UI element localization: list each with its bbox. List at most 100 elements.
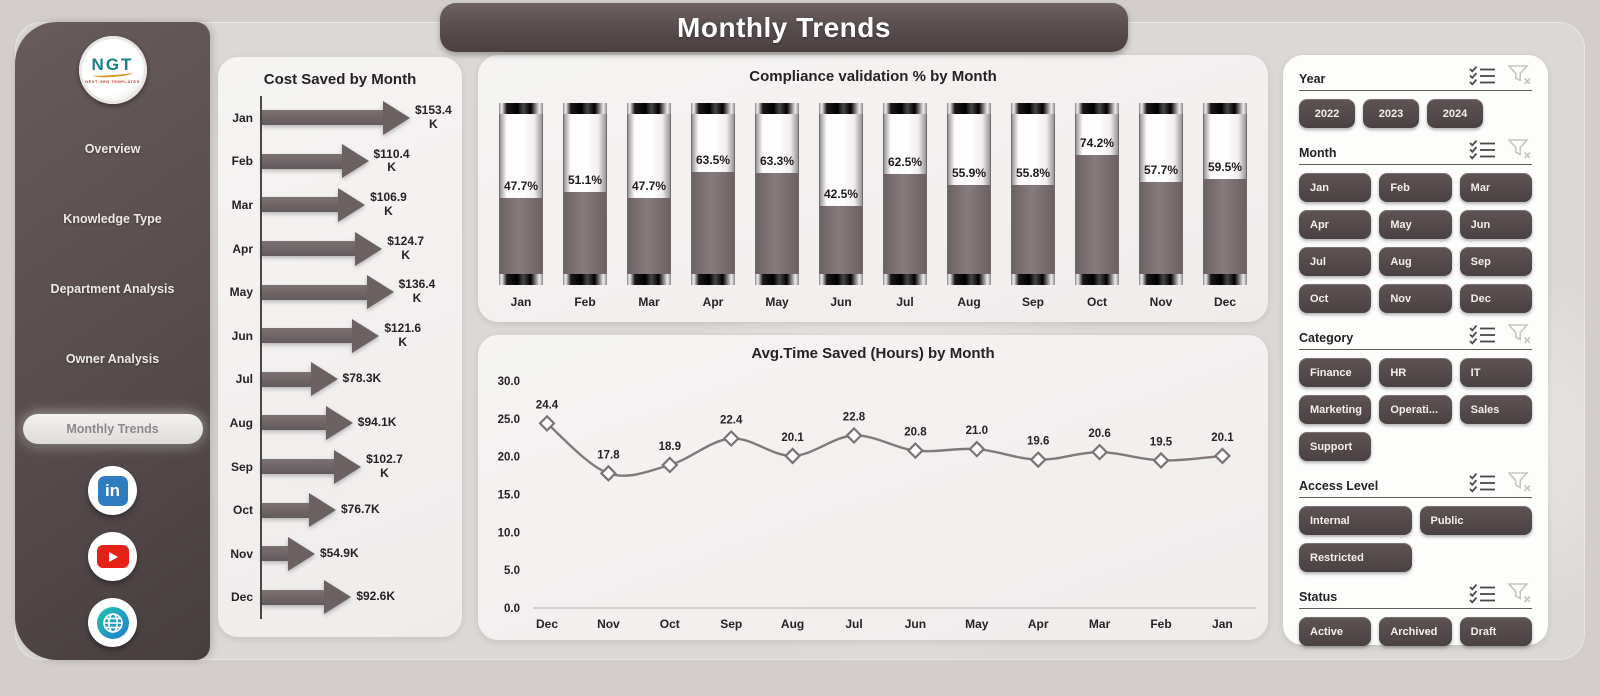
- clear-filter-icon[interactable]: [1508, 583, 1532, 604]
- cylinder-body: 51.1%: [563, 114, 607, 274]
- filter-group-header: Year: [1299, 65, 1532, 91]
- sidebar-item-department-analysis[interactable]: Department Analysis: [50, 282, 175, 296]
- filter-option-category-sales[interactable]: Sales: [1459, 395, 1532, 424]
- sidebar-item-knowledge-type[interactable]: Knowledge Type: [63, 212, 162, 226]
- linkedin-button[interactable]: in: [88, 466, 137, 515]
- line-marker-apr: [1029, 451, 1047, 469]
- cylinder-body: 74.2%: [1075, 114, 1119, 274]
- clear-filter-icon[interactable]: [1508, 65, 1532, 86]
- filter-option-month-mar[interactable]: Mar: [1459, 173, 1532, 202]
- compliance-value-label: 55.8%: [1015, 165, 1051, 180]
- cost-row-oct: Oct $76.7K: [218, 488, 462, 532]
- clear-filter-icon[interactable]: [1508, 139, 1532, 160]
- select-all-icon[interactable]: [1469, 472, 1496, 493]
- filter-group-year: Year 2022 2023 2024: [1299, 65, 1532, 128]
- cost-chart-rows: Jan $153.4 K Feb $110.4 K Mar $106.9 K Apr $124…: [218, 96, 462, 620]
- cost-month-label: Dec: [230, 590, 253, 605]
- cylinder-fill: [1012, 184, 1054, 274]
- cost-arrow-bar: [262, 536, 315, 571]
- svg-text:Mar: Mar: [1089, 617, 1111, 631]
- filter-option-month-sep[interactable]: Sep: [1459, 247, 1532, 276]
- sidebar-item-monthly-trends[interactable]: Monthly Trends: [22, 414, 203, 444]
- clear-filter-icon[interactable]: [1508, 324, 1532, 345]
- filter-option-month-oct[interactable]: Oct: [1299, 284, 1372, 313]
- clear-filter-icon[interactable]: [1508, 472, 1532, 493]
- filter-option-status-draft[interactable]: Draft: [1459, 617, 1532, 646]
- cylinder-bar: 55.8%: [1011, 103, 1055, 285]
- line-chart-svg: 0.0 5.0 10.0 15.0 20.0 25.0 30.0 24.4 Dec 17.8 Nov…: [498, 376, 1256, 631]
- filter-option-year-2022[interactable]: 2022: [1299, 99, 1355, 128]
- compliance-value-label: 42.5%: [823, 187, 859, 201]
- svg-text:19.5: 19.5: [1150, 436, 1173, 448]
- svg-text:Oct: Oct: [660, 617, 680, 631]
- select-all-icon[interactable]: [1469, 65, 1496, 86]
- filter-option-status-archived[interactable]: Archived: [1379, 617, 1452, 646]
- cost-value-label: $153.4 K: [415, 103, 452, 131]
- filter-option-category-support[interactable]: Support: [1299, 432, 1372, 461]
- cylinder-cap-bottom: [627, 274, 671, 285]
- compliance-bar-oct: 74.2% Oct: [1074, 103, 1120, 309]
- select-all-icon[interactable]: [1469, 139, 1496, 160]
- filter-option-access-level-internal[interactable]: Internal: [1299, 506, 1412, 535]
- select-all-icon[interactable]: [1469, 324, 1496, 345]
- filter-option-month-feb[interactable]: Feb: [1379, 173, 1452, 202]
- sidebar-item-overview[interactable]: Overview: [84, 142, 141, 156]
- filter-option-month-dec[interactable]: Dec: [1459, 284, 1532, 313]
- cost-value-label: $136.4 K: [398, 277, 436, 306]
- website-button[interactable]: [88, 598, 137, 647]
- filter-option-month-jul[interactable]: Jul: [1299, 247, 1372, 276]
- time-saved-chart-card: Avg.Time Saved (Hours) by Month 0.0 5.0 10…: [478, 335, 1268, 640]
- filter-option-month-jun[interactable]: Jun: [1459, 210, 1532, 239]
- filter-option-year-2024[interactable]: 2024: [1427, 99, 1483, 128]
- filter-option-month-aug[interactable]: Aug: [1379, 247, 1452, 276]
- youtube-icon: [96, 545, 129, 568]
- cost-month-label: Jun: [231, 328, 253, 343]
- svg-text:Jul: Jul: [845, 617, 862, 631]
- cost-bar-area: $136.4 K: [260, 270, 462, 314]
- filter-option-category-marketing[interactable]: Marketing: [1299, 395, 1372, 424]
- filter-group-header: Category: [1299, 324, 1532, 350]
- cylinder-bar: 63.5%: [691, 103, 735, 285]
- cylinder-cap-top: [883, 103, 927, 114]
- compliance-bar-nov: 57.7% Nov: [1138, 103, 1184, 309]
- filter-option-status-active[interactable]: Active: [1299, 617, 1372, 646]
- svg-text:17.8: 17.8: [597, 449, 620, 461]
- filter-option-access-level-public[interactable]: Public: [1419, 506, 1532, 535]
- filter-option-category-finance[interactable]: Finance: [1299, 358, 1372, 387]
- filter-option-access-level-restricted[interactable]: Restricted: [1299, 543, 1412, 572]
- cost-arrow-bar: [262, 405, 353, 440]
- cylinder-cap-bottom: [755, 274, 799, 285]
- filter-option-category-it[interactable]: IT: [1459, 358, 1532, 387]
- line-marker-nov: [599, 464, 617, 482]
- cylinder-fill: [948, 184, 990, 274]
- cost-arrow-bar: [262, 187, 366, 222]
- filter-option-month-nov[interactable]: Nov: [1379, 284, 1452, 313]
- svg-text:18.9: 18.9: [659, 441, 681, 453]
- select-all-icon[interactable]: [1469, 583, 1496, 604]
- filter-header-icons: [1469, 472, 1532, 493]
- svg-text:20.1: 20.1: [1211, 432, 1234, 444]
- filter-option-category-operati[interactable]: Operati...: [1379, 395, 1452, 424]
- cylinder-bar: 57.7%: [1139, 103, 1183, 285]
- filter-option-month-may[interactable]: May: [1379, 210, 1452, 239]
- cost-row-apr: Apr $124.7 K: [218, 226, 462, 271]
- filter-option-category-hr[interactable]: HR: [1379, 358, 1452, 387]
- cylinder-cap-top: [691, 103, 735, 114]
- cost-arrow-bar: [262, 493, 336, 528]
- cylinder-bar: 74.2%: [1075, 103, 1119, 285]
- sidebar-item-owner-analysis[interactable]: Owner Analysis: [65, 352, 160, 366]
- filter-option-month-jan[interactable]: Jan: [1299, 173, 1372, 202]
- cost-month-label: Feb: [231, 154, 253, 169]
- svg-text:10.0: 10.0: [498, 527, 520, 539]
- filter-option-year-2023[interactable]: 2023: [1363, 99, 1419, 128]
- youtube-button[interactable]: [88, 532, 137, 581]
- cost-month-label: Oct: [232, 503, 253, 518]
- cost-row-jul: Jul $78.3K: [218, 357, 462, 402]
- compliance-month-label: Feb: [574, 295, 596, 309]
- svg-text:25.0: 25.0: [498, 414, 520, 426]
- cost-row-dec: Dec $92.6K: [218, 575, 462, 620]
- filter-option-month-apr[interactable]: Apr: [1299, 210, 1372, 239]
- cylinder-cap-bottom: [1011, 274, 1055, 285]
- cost-row-feb: Feb $110.4 K: [218, 139, 462, 184]
- filter-group-label: Year: [1299, 72, 1326, 86]
